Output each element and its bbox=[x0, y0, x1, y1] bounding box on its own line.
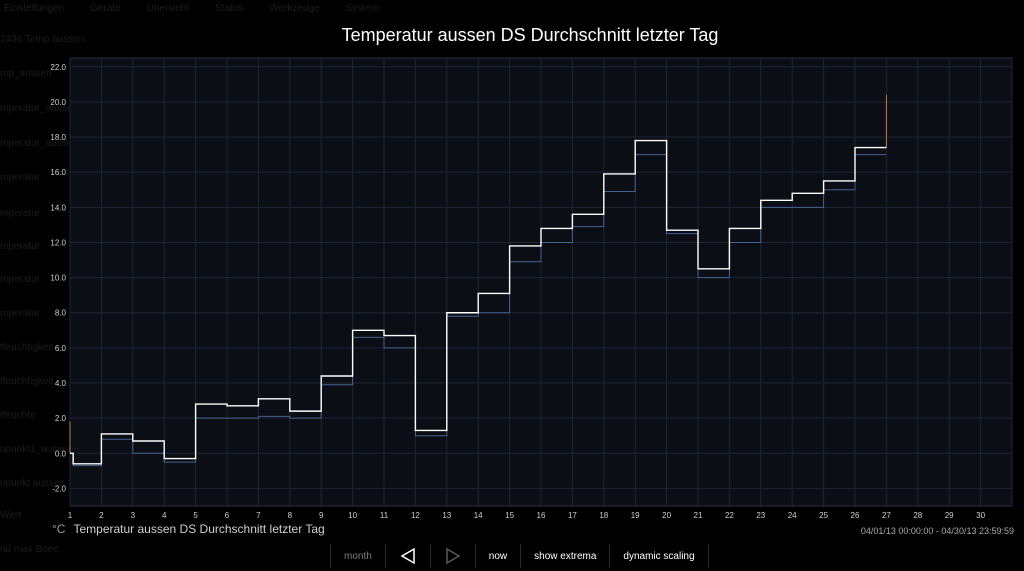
background-sidebar-item: mperatur bbox=[0, 172, 41, 183]
y-tick-label: 22.0 bbox=[50, 63, 66, 72]
x-tick-label: 29 bbox=[945, 511, 954, 520]
show-extrema-button[interactable]: show extrema bbox=[520, 544, 609, 568]
background-menu-item: System bbox=[345, 2, 379, 14]
y-tick-label: 16.0 bbox=[50, 168, 66, 177]
legend-unit: °C bbox=[52, 522, 66, 536]
series-line-average bbox=[70, 139, 887, 465]
y-tick-label: 8.0 bbox=[55, 309, 67, 318]
chart-controls: month now show extrema dynamic scaling bbox=[330, 544, 709, 568]
x-tick-label: 9 bbox=[319, 511, 324, 520]
next-button[interactable] bbox=[429, 544, 475, 568]
y-tick-label: -2.0 bbox=[52, 484, 66, 493]
background-menu-item: Übersicht bbox=[146, 2, 189, 14]
background-sidebar-item: mp_aussen bbox=[0, 68, 52, 79]
x-tick-label: 27 bbox=[882, 511, 891, 520]
chart-legend: °C Temperatur aussen DS Durchschnitt letz… bbox=[52, 522, 325, 536]
background-sidebar-item: tfeuchte bbox=[0, 410, 36, 421]
chart-title: Temperatur aussen DS Durchschnitt letzte… bbox=[341, 25, 719, 45]
x-tick-label: 7 bbox=[256, 511, 261, 520]
time-range: 04/01/13 00:00:00 - 04/30/13 23:59:59 bbox=[860, 526, 1014, 536]
x-tick-label: 18 bbox=[599, 511, 608, 520]
y-tick-label: 14.0 bbox=[50, 203, 66, 212]
x-tick-label: 8 bbox=[288, 511, 293, 520]
x-tick-label: 6 bbox=[225, 511, 230, 520]
x-tick-label: 12 bbox=[411, 511, 420, 520]
x-tick-label: 28 bbox=[913, 511, 922, 520]
background-sidebar-item: mperatur bbox=[0, 274, 41, 285]
x-tick-label: 20 bbox=[662, 511, 671, 520]
x-tick-label: 10 bbox=[348, 511, 357, 520]
x-tick-label: 3 bbox=[131, 511, 136, 520]
background-sidebar-item: mperatur_aussen bbox=[0, 103, 78, 114]
x-tick-label: 22 bbox=[725, 511, 734, 520]
background-sidebar-item: Wert bbox=[0, 510, 21, 521]
dynamic-scaling-button[interactable]: dynamic scaling bbox=[609, 544, 709, 568]
x-tick-label: 30 bbox=[976, 511, 985, 520]
y-tick-label: 18.0 bbox=[50, 133, 66, 142]
triangle-left-icon bbox=[400, 547, 415, 565]
x-tick-label: 24 bbox=[788, 511, 797, 520]
x-tick-label: 1 bbox=[68, 511, 73, 520]
x-tick-label: 4 bbox=[162, 511, 167, 520]
now-button[interactable]: now bbox=[474, 544, 520, 568]
background-menu-item: Status bbox=[214, 2, 244, 14]
triangle-right-icon bbox=[446, 547, 461, 565]
x-tick-label: 17 bbox=[568, 511, 577, 520]
y-tick-label: 4.0 bbox=[55, 379, 67, 388]
legend-label: Temperatur aussen DS Durchschnitt letzte… bbox=[73, 522, 325, 536]
background-sidebar-item: mperatur bbox=[0, 241, 41, 252]
previous-button[interactable] bbox=[384, 544, 430, 568]
x-tick-label: 23 bbox=[756, 511, 765, 520]
x-tick-label: 2 bbox=[99, 511, 104, 520]
background-sidebar-item: 2436 Temp aussen bbox=[0, 34, 85, 45]
x-tick-label: 21 bbox=[694, 511, 703, 520]
background-menu-item: Geräte bbox=[90, 2, 121, 14]
background-menu-item: Einstellungen bbox=[4, 2, 65, 14]
y-tick-label: 0.0 bbox=[55, 449, 67, 458]
background-sidebar-item: mperatur bbox=[0, 308, 41, 319]
x-tick-label: 15 bbox=[505, 511, 514, 520]
background-sidebar-item: upunkt1_aussen bbox=[0, 444, 74, 455]
y-tick-label: 20.0 bbox=[50, 98, 66, 107]
x-tick-label: 5 bbox=[193, 511, 198, 520]
x-tick-label: 19 bbox=[631, 511, 640, 520]
background-sidebar-item: tfeuchtigkeit bbox=[0, 342, 54, 353]
x-tick-label: 11 bbox=[380, 511, 389, 520]
x-tick-label: 16 bbox=[537, 511, 546, 520]
background-menu: Einstellungen Geräte Übersicht Status Werkze… bbox=[0, 0, 1024, 16]
x-tick-label: 13 bbox=[442, 511, 451, 520]
background-sidebar-item: upunkt aussen bbox=[0, 478, 66, 489]
x-tick-label: 25 bbox=[819, 511, 828, 520]
y-tick-label: 12.0 bbox=[50, 238, 66, 247]
background-sidebar-item: mperatur bbox=[0, 208, 41, 219]
background-sidebar-item: tfeuchtigkeit bbox=[0, 376, 54, 387]
x-tick-label: 26 bbox=[851, 511, 860, 520]
background-menu-item: Werkzeuge bbox=[269, 2, 320, 14]
y-tick-label: 2.0 bbox=[55, 414, 67, 423]
background-sidebar-item: nd max Boee bbox=[0, 544, 59, 555]
x-tick-label: 14 bbox=[474, 511, 483, 520]
month-button[interactable]: month bbox=[330, 544, 385, 568]
y-tick-label: 10.0 bbox=[50, 274, 66, 283]
y-tick-label: 6.0 bbox=[55, 344, 67, 353]
